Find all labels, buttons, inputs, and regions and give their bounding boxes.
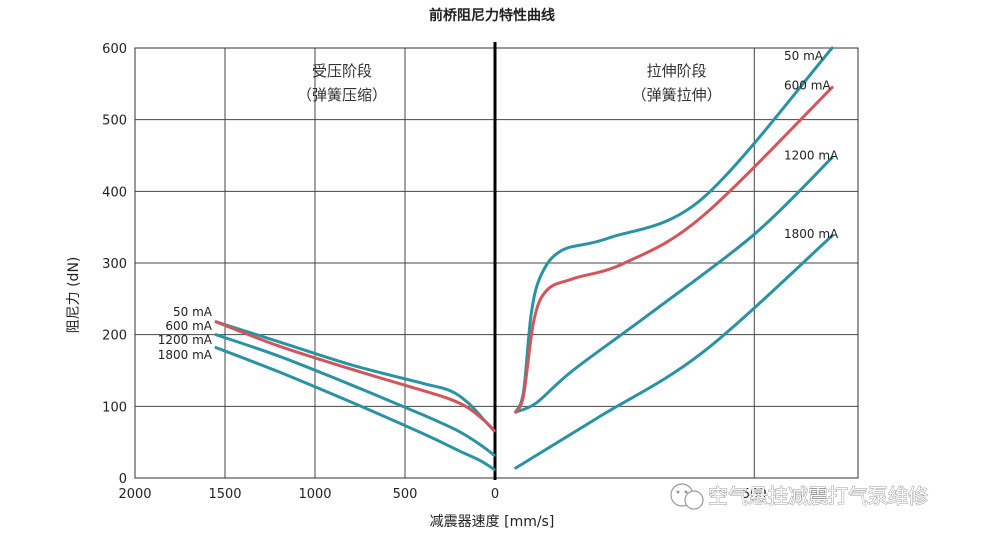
series-label-left-1200-ma: 1200 mA — [158, 333, 213, 347]
y-tick-label: 100 — [102, 400, 127, 415]
x-tick-label: 1000 — [298, 487, 331, 502]
axes — [134, 42, 859, 480]
x-tick-label: 2000 — [118, 487, 151, 502]
series-line-600-ma-rebound — [514, 85, 834, 414]
watermark-text: 空气悬挂减震打气泵维修 — [708, 484, 928, 508]
series-lines — [214, 46, 834, 471]
watermark: 空气悬挂减震打气泵维修 — [670, 483, 929, 510]
y-tick-label: 400 — [102, 185, 127, 200]
region-sublabel: （弹簧拉伸） — [632, 86, 722, 104]
y-tick-label: 300 — [102, 257, 127, 272]
series-line-1200-ma-rebound — [514, 156, 834, 414]
x-axis-label: 减震器速度 [mm/s] — [430, 514, 555, 530]
chart-title: 前桥阻尼力特性曲线 — [429, 7, 555, 24]
region-label: 受压阶段 — [312, 62, 372, 80]
series-label-right-1200-ma: 1200 mA — [784, 149, 839, 163]
series-label-left-50-ma: 50 mA — [173, 305, 213, 319]
series-label-right-1800-ma: 1800 mA — [784, 227, 839, 241]
y-tick-label: 500 — [102, 114, 127, 129]
region-labels: 受压阶段 （弹簧压缩） 拉伸阶段 （弹簧拉伸） — [297, 62, 722, 104]
series-label-right-600-ma: 600 mA — [784, 78, 831, 92]
series-label-left-1800-ma: 1800 mA — [158, 348, 213, 362]
y-tick-label: 0 — [119, 472, 127, 487]
x-tick-label: 0 — [491, 487, 499, 502]
x-tick-label: 500 — [742, 487, 767, 502]
y-axis-label: 阻尼力 (dN) — [66, 257, 82, 334]
y-tick-label: 600 — [102, 42, 127, 57]
region-label: 拉伸阶段 — [647, 62, 707, 80]
x-tick-label: 1500 — [208, 487, 241, 502]
x-tick-label: 500 — [393, 487, 418, 502]
region-sublabel: （弹簧压缩） — [297, 86, 387, 104]
series-line-600-ma-compression — [214, 320, 496, 433]
y-tick-label: 200 — [102, 329, 127, 344]
series-line-1800-ma-rebound — [514, 234, 834, 470]
series-label-right-50-ma: 50 mA — [784, 49, 824, 63]
wechat-logo-icon — [670, 483, 704, 510]
series-line-1800-ma-compression — [214, 346, 496, 471]
series-label-left-600-ma: 600 mA — [165, 319, 212, 333]
series-line-1200-ma-compression — [214, 333, 496, 457]
